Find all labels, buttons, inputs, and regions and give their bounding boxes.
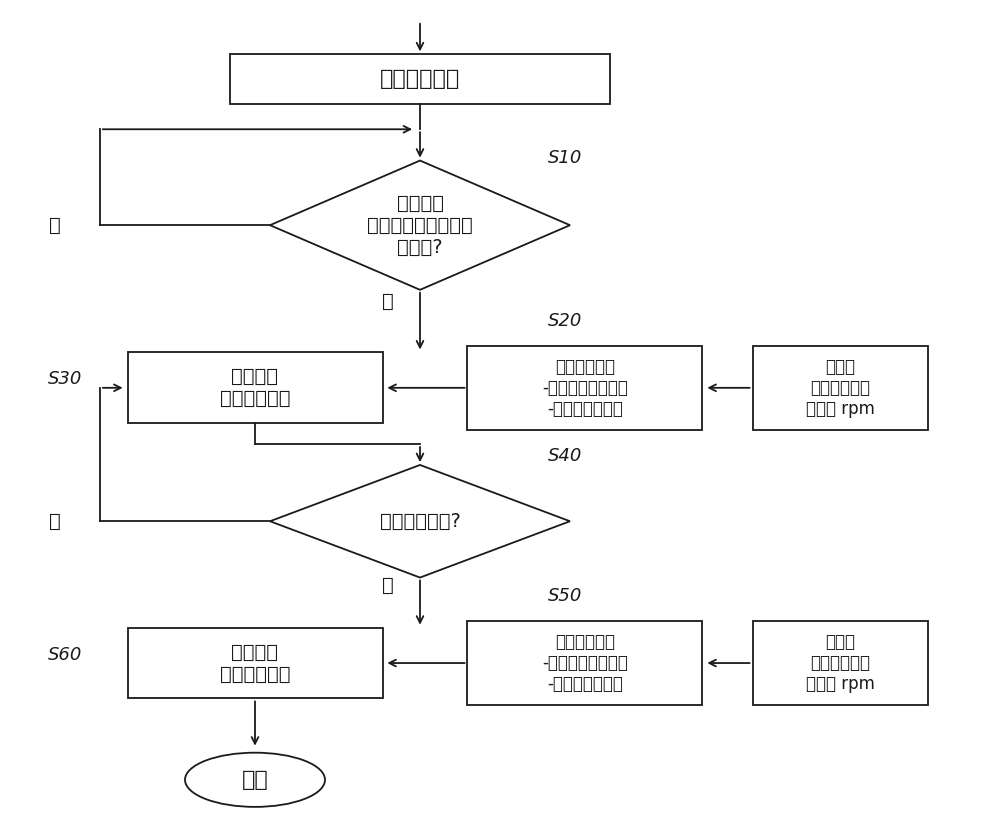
Text: S60: S60 bbox=[48, 646, 82, 664]
Text: 是: 是 bbox=[382, 576, 394, 595]
FancyBboxPatch shape bbox=[467, 621, 702, 705]
Text: 增大闭锁
离合器的电流: 增大闭锁 离合器的电流 bbox=[220, 642, 290, 684]
Text: 结束: 结束 bbox=[242, 770, 268, 790]
Text: 第二映射数据
-闭锁离合器的电流
-电流的保持时间: 第二映射数据 -闭锁离合器的电流 -电流的保持时间 bbox=[542, 633, 628, 693]
Text: 变速操作终止?: 变速操作终止? bbox=[380, 512, 460, 530]
FancyBboxPatch shape bbox=[467, 346, 702, 430]
FancyBboxPatch shape bbox=[128, 353, 382, 423]
Text: 否: 否 bbox=[49, 216, 61, 234]
Text: S50: S50 bbox=[548, 587, 582, 605]
FancyBboxPatch shape bbox=[128, 628, 382, 699]
Text: 第一映射数据
-闭锁离合器的电流
-电流的保持时间: 第一映射数据 -闭锁离合器的电流 -电流的保持时间 bbox=[542, 358, 628, 418]
FancyBboxPatch shape bbox=[753, 346, 928, 430]
FancyBboxPatch shape bbox=[230, 54, 610, 104]
Text: 油压、
目标齿轮级、
发动机 rpm: 油压、 目标齿轮级、 发动机 rpm bbox=[806, 358, 874, 418]
FancyBboxPatch shape bbox=[753, 621, 928, 705]
Text: 增大闭锁
离合器的电流: 增大闭锁 离合器的电流 bbox=[220, 367, 290, 409]
Text: 否: 否 bbox=[49, 512, 61, 530]
Text: 是: 是 bbox=[382, 293, 394, 311]
Text: 油压、
目标齿轮级、
发动机 rpm: 油压、 目标齿轮级、 发动机 rpm bbox=[806, 633, 874, 693]
Text: 电流信号
被施加到接合元件的
电磁阀?: 电流信号 被施加到接合元件的 电磁阀? bbox=[367, 193, 473, 257]
Text: S10: S10 bbox=[548, 149, 582, 168]
Text: 开始变速操作: 开始变速操作 bbox=[380, 69, 460, 89]
Text: S40: S40 bbox=[548, 447, 582, 465]
Polygon shape bbox=[270, 465, 570, 578]
Polygon shape bbox=[270, 160, 570, 290]
Text: S30: S30 bbox=[48, 370, 82, 389]
Ellipse shape bbox=[185, 752, 325, 807]
Text: S20: S20 bbox=[548, 312, 582, 330]
